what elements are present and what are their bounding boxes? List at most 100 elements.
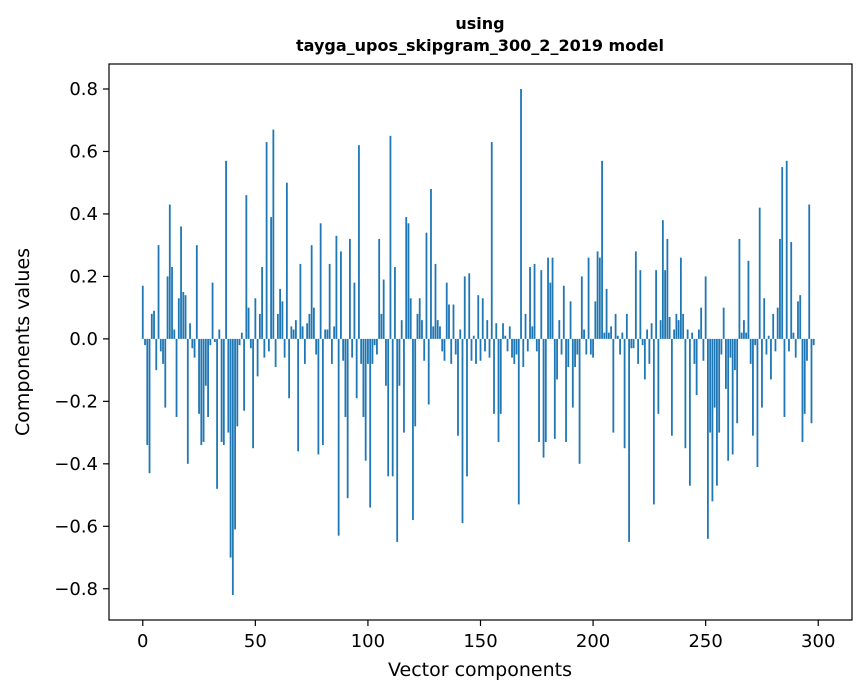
- bar: [693, 338, 696, 364]
- bar: [695, 338, 698, 396]
- bar: [369, 338, 372, 508]
- bar: [727, 338, 730, 461]
- bar: [637, 338, 640, 364]
- y-tick-label: 0.4: [69, 204, 98, 225]
- bar: [439, 326, 441, 339]
- bar: [779, 238, 781, 339]
- bar: [344, 338, 347, 417]
- bar: [621, 332, 624, 339]
- bar: [767, 335, 770, 339]
- bar: [515, 338, 518, 355]
- bar: [472, 335, 475, 339]
- bar: [547, 257, 549, 339]
- bar: [367, 338, 369, 364]
- bar: [679, 257, 682, 339]
- bar: [425, 232, 428, 339]
- bar: [481, 298, 484, 339]
- bar: [781, 167, 784, 339]
- y-tick-label: 0.6: [69, 141, 98, 162]
- bar: [281, 301, 284, 339]
- bar: [234, 338, 236, 530]
- y-axis-title: Components values: [12, 248, 34, 436]
- bar: [803, 338, 806, 414]
- bar: [607, 332, 610, 339]
- bar: [535, 338, 538, 352]
- bar: [565, 338, 567, 442]
- bar: [186, 338, 189, 464]
- bar: [765, 338, 768, 355]
- bar: [659, 320, 662, 339]
- bar: [711, 338, 714, 502]
- bar: [141, 285, 144, 339]
- bar: [763, 298, 766, 339]
- bar: [285, 182, 288, 339]
- bar: [709, 338, 712, 433]
- bar: [303, 338, 306, 364]
- bar: [263, 338, 266, 358]
- bar: [247, 307, 250, 339]
- y-axis-ticks: −0.8 −0.6 −0.4 −0.2 0.0 0.2 0.4 0.6 0.8: [54, 79, 109, 600]
- bar: [182, 292, 185, 339]
- bar: [661, 220, 664, 339]
- bar: [743, 320, 745, 339]
- bar: [799, 295, 802, 339]
- bar: [398, 338, 401, 386]
- bar: [146, 338, 149, 446]
- bar: [664, 270, 667, 339]
- bar-series: [141, 88, 815, 596]
- bar: [520, 88, 522, 339]
- bar: [380, 313, 383, 339]
- bar: [180, 226, 182, 339]
- bar: [801, 338, 804, 442]
- bar: [452, 304, 455, 339]
- bar: [454, 338, 457, 355]
- bar: [477, 295, 480, 339]
- bar: [756, 338, 759, 467]
- bar: [702, 338, 705, 361]
- bar: [272, 129, 275, 339]
- bar: [319, 223, 322, 339]
- bar: [340, 251, 342, 339]
- bar: [776, 307, 779, 339]
- bar: [655, 270, 658, 339]
- bar: [312, 307, 315, 339]
- bar: [297, 338, 300, 452]
- bar: [292, 329, 295, 339]
- bar: [459, 329, 462, 339]
- bar: [610, 326, 612, 339]
- bar: [486, 320, 489, 339]
- bar: [517, 338, 520, 505]
- bar: [394, 267, 396, 339]
- y-tick-label: −0.4: [54, 454, 98, 475]
- bar: [684, 338, 687, 449]
- bar: [382, 279, 385, 339]
- bar: [333, 326, 336, 339]
- bar: [279, 288, 282, 339]
- bar: [328, 263, 331, 339]
- bar: [544, 338, 547, 442]
- bar: [407, 223, 410, 339]
- bar: [335, 235, 338, 339]
- bar: [538, 338, 540, 442]
- bar: [184, 295, 187, 339]
- bar: [376, 338, 378, 355]
- bar: [639, 270, 642, 339]
- bar: [616, 335, 619, 339]
- bar: [315, 338, 318, 355]
- bar: [222, 338, 225, 446]
- bar: [475, 338, 477, 364]
- bar: [200, 338, 203, 446]
- bar: [468, 273, 471, 339]
- bar: [601, 160, 603, 339]
- bar: [175, 338, 178, 417]
- bar: [337, 338, 340, 536]
- bar: [513, 338, 516, 364]
- bar: [306, 323, 309, 339]
- bar: [488, 338, 491, 358]
- bar: [189, 323, 191, 339]
- bar: [745, 332, 748, 339]
- bar: [682, 313, 685, 339]
- bar: [583, 329, 585, 339]
- bar: [783, 338, 786, 417]
